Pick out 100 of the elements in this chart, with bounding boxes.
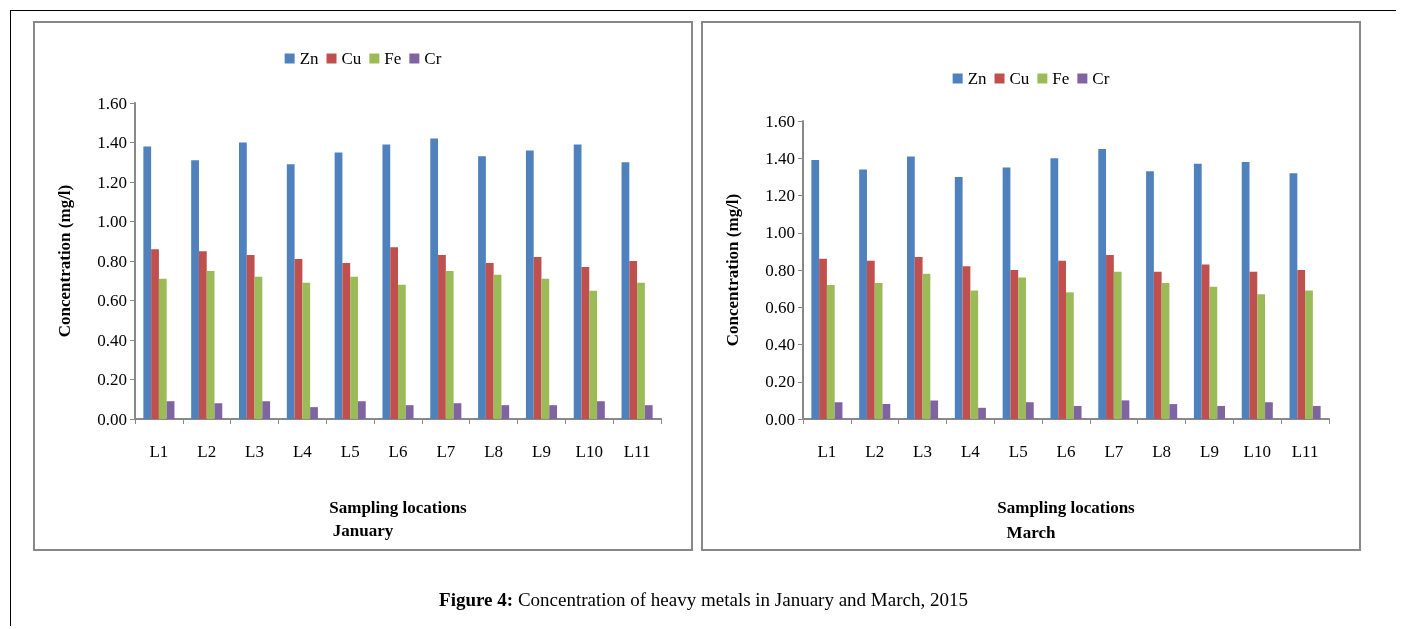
bar — [621, 162, 630, 419]
bar — [1121, 400, 1130, 419]
bar — [1161, 283, 1170, 419]
x-tick-label: L10 — [1243, 442, 1271, 461]
y-axis-title: Concentration (mg/l) — [55, 184, 74, 338]
bar — [1058, 260, 1066, 419]
bar — [1201, 264, 1210, 419]
bar — [922, 273, 931, 419]
x-axis-title: Sampling locations — [329, 498, 468, 517]
y-tick-label: 1.60 — [765, 111, 795, 131]
bar — [438, 255, 446, 419]
x-tick-label: L11 — [623, 442, 651, 461]
bar — [930, 400, 939, 419]
y-tick-label: 1.20 — [97, 172, 127, 192]
bar — [1002, 167, 1011, 419]
bar — [1305, 290, 1313, 419]
bar — [1073, 405, 1082, 419]
bar — [1025, 402, 1034, 419]
bar — [493, 274, 502, 419]
bar — [286, 164, 295, 419]
x-tick-label: L8 — [484, 442, 504, 461]
x-tick-label: L6 — [388, 442, 408, 461]
bar — [1297, 270, 1306, 419]
bar — [453, 403, 462, 419]
bar — [637, 282, 645, 419]
bar — [445, 270, 454, 419]
text: January — [332, 521, 394, 540]
bar — [158, 278, 167, 419]
bar — [882, 404, 891, 419]
x-tick-label: L7 — [1104, 442, 1124, 461]
x-tick-label: L5 — [340, 442, 360, 461]
bar — [239, 142, 247, 419]
x-tick-label: L4 — [960, 442, 981, 461]
x-tick-label: L6 — [1056, 442, 1076, 461]
bar — [541, 278, 550, 419]
caption: Figure 4: Concentration of heavy metals in January and March, 2015 — [438, 589, 969, 611]
x-tick-label: L1 — [817, 442, 837, 461]
bar — [581, 266, 590, 419]
bar — [143, 146, 152, 419]
bar — [907, 156, 915, 419]
bar — [310, 407, 318, 419]
bar — [525, 150, 534, 419]
bar — [485, 262, 494, 419]
x-tick-label: L3 — [913, 442, 932, 461]
bar — [819, 258, 827, 419]
y-tick-label: 1.40 — [765, 148, 795, 168]
y-tick-label: 0.80 — [765, 260, 795, 280]
bar — [246, 255, 255, 419]
bar — [874, 283, 883, 419]
bar — [390, 247, 398, 419]
bar — [629, 261, 638, 419]
bar — [914, 256, 923, 419]
x-tick-label: L9 — [532, 442, 551, 461]
y-tick-label: 0.80 — [97, 251, 127, 271]
x-tick-label: L3 — [245, 442, 264, 461]
bar — [597, 401, 605, 419]
bar — [334, 152, 343, 419]
bar — [191, 160, 199, 419]
bar — [302, 282, 311, 419]
bar — [254, 276, 263, 419]
bar — [962, 266, 971, 419]
y-tick-label: 0.40 — [765, 335, 795, 354]
x-tick-label: L9 — [1200, 442, 1219, 461]
bar — [970, 290, 979, 419]
bar — [1106, 255, 1114, 419]
text: March — [1006, 523, 1056, 542]
bar — [262, 401, 271, 419]
bar — [1265, 402, 1273, 419]
bar — [1153, 271, 1162, 419]
bar — [978, 407, 986, 419]
y-tick-label: 0.00 — [765, 409, 795, 429]
legend-label: Cu — [1009, 69, 1030, 88]
y-tick-label: 0.60 — [765, 297, 795, 317]
bar — [294, 259, 303, 419]
bar — [501, 405, 510, 419]
bar — [405, 405, 414, 419]
legend-label: Fe — [384, 49, 402, 68]
bar — [1010, 270, 1019, 419]
bar — [151, 249, 159, 419]
bar — [1249, 271, 1258, 419]
y-tick-label: 0.20 — [765, 372, 795, 392]
x-tick-label: L2 — [197, 442, 217, 461]
x-tick-label: L5 — [1008, 442, 1028, 461]
bar — [342, 262, 351, 419]
bar — [826, 284, 835, 419]
bar — [350, 276, 358, 419]
x-tick-label: L2 — [865, 442, 885, 461]
bar — [1050, 158, 1059, 419]
bar — [573, 144, 582, 419]
bar — [954, 176, 963, 419]
bar — [834, 402, 843, 419]
bar — [533, 257, 542, 419]
bar — [1289, 173, 1298, 419]
bar — [398, 284, 406, 419]
bar — [1312, 405, 1321, 419]
bar — [1193, 163, 1202, 419]
bar — [430, 138, 439, 419]
legend-label: Zn — [299, 49, 320, 68]
bar — [811, 160, 820, 419]
x-tick-label: L7 — [436, 442, 456, 461]
